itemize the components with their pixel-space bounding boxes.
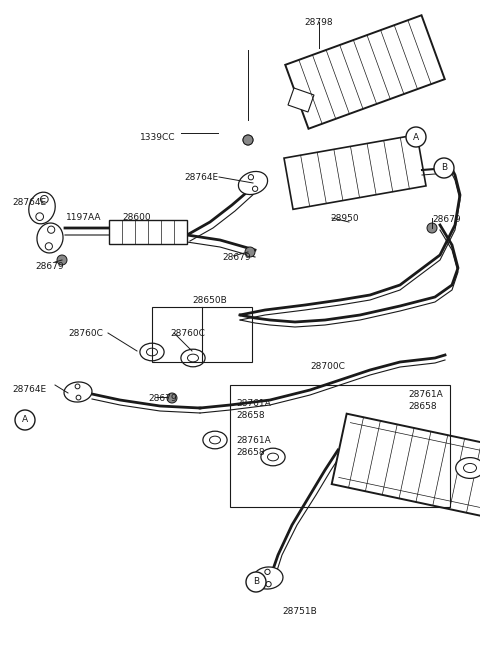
Circle shape: [48, 226, 55, 234]
Ellipse shape: [209, 436, 220, 444]
Text: 1197AA: 1197AA: [66, 213, 101, 222]
Ellipse shape: [239, 171, 267, 195]
Circle shape: [15, 410, 35, 430]
Ellipse shape: [203, 431, 227, 449]
Circle shape: [406, 127, 426, 147]
Polygon shape: [285, 15, 445, 129]
Text: 28761A: 28761A: [236, 399, 271, 408]
Bar: [230, 385, 450, 507]
Ellipse shape: [261, 448, 285, 466]
Ellipse shape: [267, 453, 278, 461]
Text: 28761A: 28761A: [236, 436, 271, 445]
Circle shape: [167, 393, 177, 403]
Polygon shape: [109, 220, 187, 244]
Text: 28679: 28679: [35, 262, 64, 271]
Ellipse shape: [64, 382, 92, 402]
Circle shape: [76, 395, 81, 400]
Ellipse shape: [29, 192, 55, 224]
Ellipse shape: [456, 458, 480, 478]
Text: 28679: 28679: [222, 253, 251, 262]
Text: A: A: [22, 415, 28, 424]
Circle shape: [266, 581, 271, 586]
Text: 28600: 28600: [122, 213, 151, 222]
Circle shape: [57, 255, 67, 265]
Polygon shape: [288, 88, 314, 112]
Text: 28764E: 28764E: [12, 198, 46, 207]
Circle shape: [434, 158, 454, 178]
Text: 28760C: 28760C: [68, 329, 103, 338]
Ellipse shape: [188, 354, 199, 362]
Circle shape: [246, 572, 266, 592]
Ellipse shape: [140, 343, 164, 361]
Text: 28950: 28950: [330, 214, 359, 223]
Text: 28764E: 28764E: [12, 385, 46, 394]
Circle shape: [36, 213, 44, 220]
Text: 28658: 28658: [236, 448, 264, 457]
Text: 28751B: 28751B: [282, 607, 317, 616]
Circle shape: [245, 247, 255, 257]
Circle shape: [243, 135, 253, 145]
Text: 28679: 28679: [432, 215, 461, 224]
Polygon shape: [332, 414, 480, 516]
Circle shape: [252, 186, 258, 192]
Text: 1339CC: 1339CC: [140, 133, 175, 142]
Polygon shape: [284, 134, 426, 209]
Ellipse shape: [37, 223, 63, 253]
Text: 28798: 28798: [305, 18, 333, 27]
Bar: [152, 307, 252, 362]
Text: 28658: 28658: [236, 411, 264, 420]
Ellipse shape: [253, 567, 283, 589]
Text: 28658: 28658: [408, 402, 437, 411]
Circle shape: [427, 223, 437, 233]
Text: A: A: [413, 133, 419, 142]
Text: 28679: 28679: [148, 394, 177, 403]
Text: 28760C: 28760C: [170, 329, 205, 338]
Circle shape: [75, 384, 80, 389]
Text: 28650B: 28650B: [192, 296, 227, 305]
Text: 28761A: 28761A: [408, 390, 443, 399]
Text: 28700C: 28700C: [310, 362, 345, 371]
Ellipse shape: [146, 348, 157, 356]
Circle shape: [243, 135, 253, 145]
Ellipse shape: [464, 463, 477, 472]
Text: B: B: [253, 577, 259, 586]
Circle shape: [265, 569, 270, 575]
Ellipse shape: [181, 349, 205, 367]
Text: B: B: [441, 163, 447, 173]
Text: 28764E: 28764E: [184, 173, 218, 182]
Circle shape: [248, 174, 253, 180]
Circle shape: [40, 195, 48, 203]
Circle shape: [45, 243, 52, 250]
